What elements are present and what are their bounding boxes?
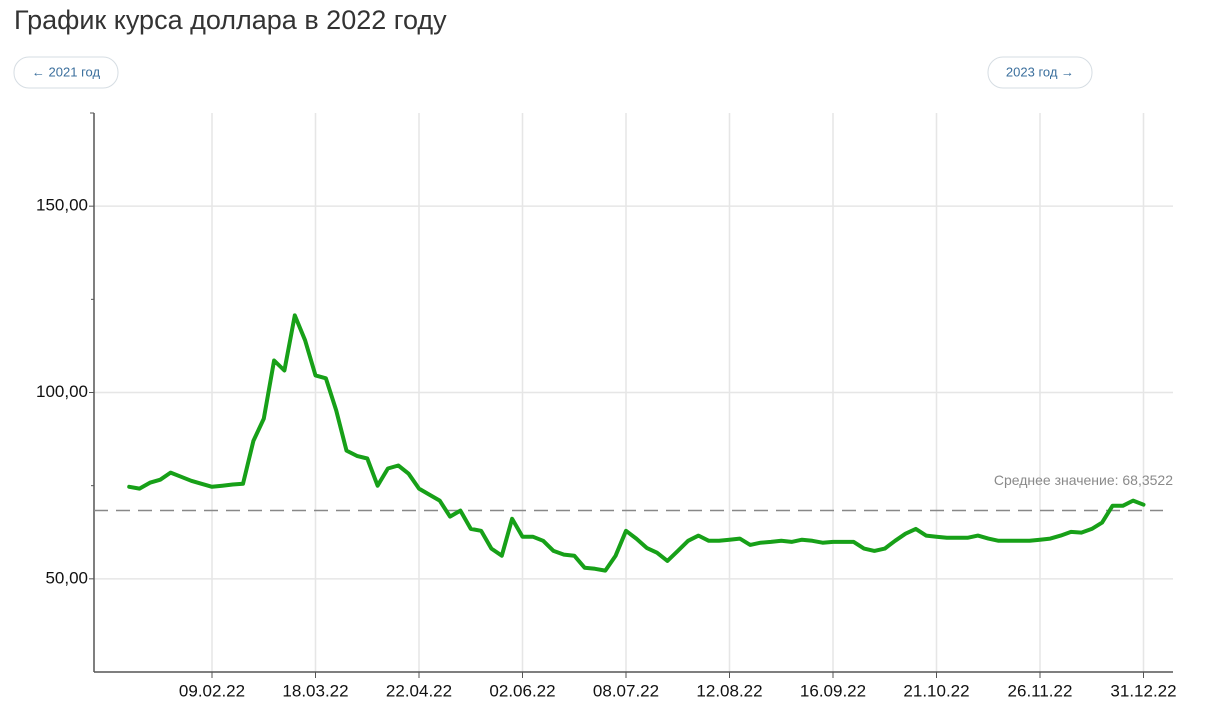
x-tick-label: 12.08.22 [696, 681, 762, 700]
button-frame [987, 56, 1093, 89]
button-label[interactable]: ← 2021 год [32, 64, 101, 79]
x-tick-label: 08.07.22 [593, 681, 659, 700]
y-tick-label: 50,00 [45, 568, 88, 587]
x-tick-label: 21.10.22 [903, 681, 969, 700]
x-tick-label: 26.11.22 [1008, 681, 1073, 700]
y-tick-label: 150,00 [36, 196, 88, 215]
line [127, 313, 1146, 573]
x-tick-label: 09.02.22 [179, 681, 245, 700]
prev-year-button[interactable]: ← 2021 год [13, 56, 119, 89]
x-tick-label: 02.06.22 [489, 681, 555, 700]
x-tick-label: 22.04.22 [386, 681, 452, 700]
y-tick-label: 100,00 [36, 382, 88, 401]
x-tick-label: 31.12.22 [1110, 681, 1176, 700]
mean-label: Среднее значение: 68,3522 [994, 472, 1173, 488]
x-tick-label: 18.03.22 [282, 681, 348, 700]
chart-title: График курса доллара в 2022 году [14, 5, 447, 35]
button-frame [13, 56, 119, 89]
button-label[interactable]: 2023 год → [1006, 64, 1074, 79]
next-year-button[interactable]: 2023 год → [987, 56, 1093, 89]
x-tick-label: 16.09.22 [800, 681, 866, 700]
